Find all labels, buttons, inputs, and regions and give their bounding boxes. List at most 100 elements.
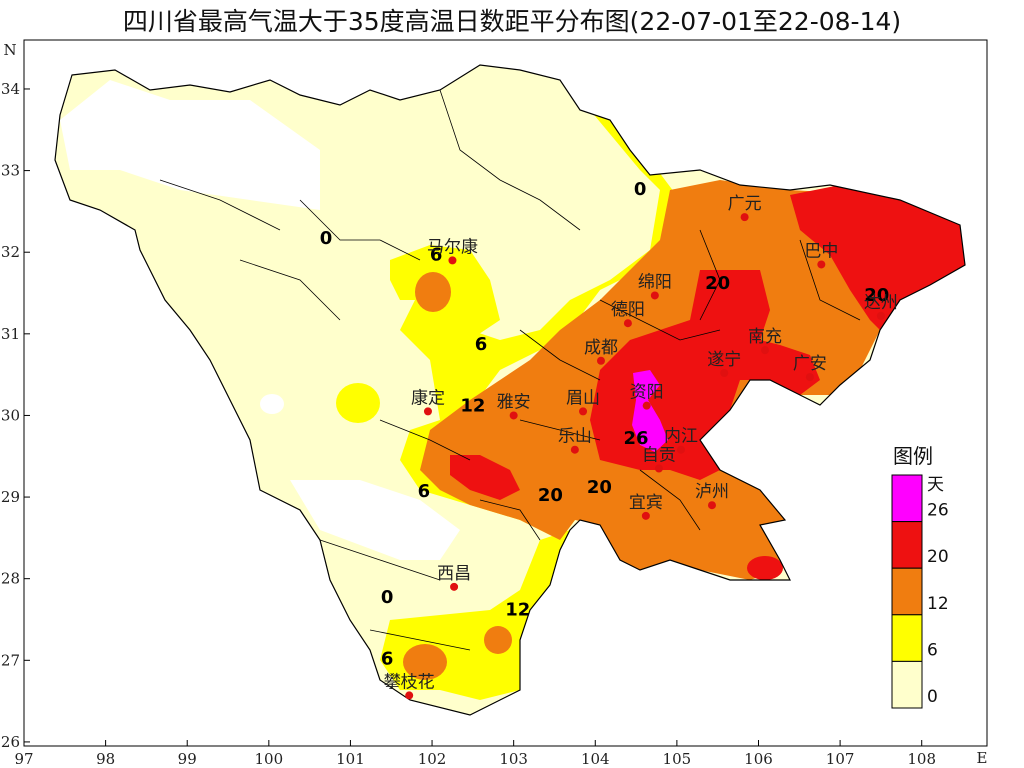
y-tick-label: 28 xyxy=(1,570,20,588)
city-dot xyxy=(579,407,588,416)
y-tick-label: 31 xyxy=(1,325,20,343)
contour-label: 0 xyxy=(320,228,333,249)
legend-swatch xyxy=(891,660,923,709)
x-tick-label: 101 xyxy=(336,750,365,768)
contour-label: 26 xyxy=(624,428,649,449)
contour-label: 20 xyxy=(864,285,889,306)
legend-title: 图例 xyxy=(893,444,933,468)
legend-label: 20 xyxy=(927,547,949,567)
x-tick-label: 105 xyxy=(663,750,692,768)
y-tick-label: 32 xyxy=(1,243,20,261)
city-label: 马尔康 xyxy=(427,237,478,257)
map-title: 四川省最高气温大于35度高温日数距平分布图(22-07-01至22-08-14) xyxy=(122,7,902,36)
city-label: 西昌 xyxy=(437,564,471,584)
city-dot xyxy=(761,346,770,355)
city-dot xyxy=(654,464,663,473)
contour-label: 6 xyxy=(381,648,394,669)
city-label: 德阳 xyxy=(611,300,645,320)
legend-label: 6 xyxy=(927,640,938,660)
legend-swatch xyxy=(891,521,923,569)
contour-label: 6 xyxy=(475,334,488,355)
x-tick-label: 100 xyxy=(255,750,284,768)
legend: 图例 天 26 20 12 6 0 xyxy=(891,444,949,709)
city-label: 南充 xyxy=(748,327,782,347)
region-nodata-small xyxy=(260,394,284,414)
city-dot xyxy=(740,213,749,222)
city-dot xyxy=(596,356,605,365)
region-nodata-south xyxy=(290,480,460,560)
city-dot xyxy=(707,501,716,510)
city-dot xyxy=(720,369,729,378)
x-axis-label: E xyxy=(977,749,988,767)
legend-label: 0 xyxy=(927,687,938,707)
city-dot xyxy=(423,407,432,416)
city-label: 广安 xyxy=(793,354,827,374)
city-label: 资阳 xyxy=(630,383,664,403)
contour-label: 12 xyxy=(505,599,530,620)
province-outline xyxy=(54,64,966,716)
x-tick-label: 97 xyxy=(14,750,33,768)
city-dot xyxy=(509,411,518,420)
city-label: 广元 xyxy=(728,194,762,214)
contour-label: 20 xyxy=(587,477,612,498)
axes: 97 98 99 100 101 102 103 104 105 106 107 108 26 27 28 2… xyxy=(1,41,988,768)
city-label: 内江 xyxy=(664,427,698,447)
y-axis-label: N xyxy=(3,41,16,59)
city-label: 成都 xyxy=(584,338,618,358)
region-class-26 xyxy=(632,370,668,452)
city-dot xyxy=(642,401,651,410)
city-dot xyxy=(570,445,579,454)
y-tick-label: 30 xyxy=(1,406,20,424)
city-label: 雅安 xyxy=(497,392,531,412)
legend-label: 12 xyxy=(927,594,949,614)
x-tick-label: 106 xyxy=(744,750,773,768)
x-tick-label: 99 xyxy=(178,750,197,768)
city-label: 绵阳 xyxy=(638,272,672,292)
region-class-20-southeast xyxy=(747,556,783,580)
region-class-20-bazhong xyxy=(790,185,965,330)
contour-labels: 0 0 0 6 6 6 6 12 12 20 20 20 20 26 xyxy=(320,179,890,669)
y-tick-label: 29 xyxy=(1,488,20,506)
city-dot xyxy=(805,373,814,382)
city-label: 攀枝花 xyxy=(384,672,435,692)
y-tick-label: 33 xyxy=(1,162,20,180)
legend-label: 26 xyxy=(927,501,949,521)
city-label: 眉山 xyxy=(566,388,600,408)
city-dot xyxy=(650,291,659,300)
city-label: 巴中 xyxy=(804,241,838,261)
legend-swatch xyxy=(891,567,923,616)
city-label: 康定 xyxy=(411,388,445,408)
region-class-12-north xyxy=(415,272,451,312)
city-dot xyxy=(817,260,826,269)
region-nodata-north xyxy=(60,80,320,210)
x-tick-label: 98 xyxy=(96,750,115,768)
contour-label: 12 xyxy=(460,395,485,416)
contour-label: 6 xyxy=(430,244,443,265)
contour-label: 20 xyxy=(705,273,730,294)
city-dot xyxy=(405,691,414,700)
contour-label: 20 xyxy=(538,485,563,506)
city-dot xyxy=(448,256,457,265)
x-tick-label: 103 xyxy=(499,750,528,768)
plot-frame xyxy=(23,39,988,747)
contour-label: 0 xyxy=(381,587,394,608)
city-dot xyxy=(623,319,632,328)
legend-swatch xyxy=(891,474,923,523)
y-tick-label: 27 xyxy=(1,651,20,669)
city-label: 遂宁 xyxy=(707,350,741,370)
city-label: 乐山 xyxy=(558,427,592,447)
city-label: 自贡 xyxy=(642,445,676,465)
county-boundaries xyxy=(159,89,861,651)
contour-label: 6 xyxy=(418,481,431,502)
city-dot xyxy=(676,445,685,454)
y-tick-label: 26 xyxy=(1,733,20,751)
region-class-20-leshan xyxy=(450,455,520,500)
x-tick-label: 102 xyxy=(418,750,447,768)
y-tick-label: 34 xyxy=(1,80,20,98)
city-dot xyxy=(450,582,459,591)
city-dot xyxy=(876,311,885,320)
region-class-6-kangding xyxy=(336,383,380,423)
